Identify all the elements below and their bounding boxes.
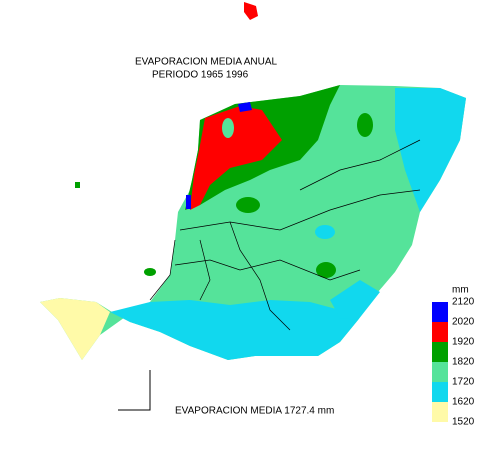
- legend-label: 1820: [452, 357, 475, 368]
- legend-swatch: [432, 402, 448, 422]
- legend-label: 1520: [452, 417, 475, 428]
- legend-unit: mm: [452, 285, 469, 296]
- legend-swatch: [432, 302, 448, 322]
- legend-swatch: [432, 382, 448, 402]
- land: [40, 2, 466, 360]
- legend-label: 2020: [452, 317, 475, 328]
- title-line: PERIODO 1965 1996: [152, 70, 249, 81]
- legend-swatch: [432, 362, 448, 382]
- pointer-line: [118, 370, 151, 411]
- legend-swatch: [432, 322, 448, 342]
- legend-swatch: [432, 342, 448, 362]
- legend: mm 2120 2020 1920 1820 1720 1620 1520: [432, 285, 475, 428]
- legend-label: 1620: [452, 397, 475, 408]
- legend-label: 1920: [452, 337, 475, 348]
- footer: EVAPORACION MEDIA 1727.4 mm: [175, 406, 334, 417]
- legend-label: 1720: [452, 377, 475, 388]
- legend-label: 2120: [452, 297, 475, 308]
- title-line: EVAPORACION MEDIA ANUAL: [135, 57, 278, 68]
